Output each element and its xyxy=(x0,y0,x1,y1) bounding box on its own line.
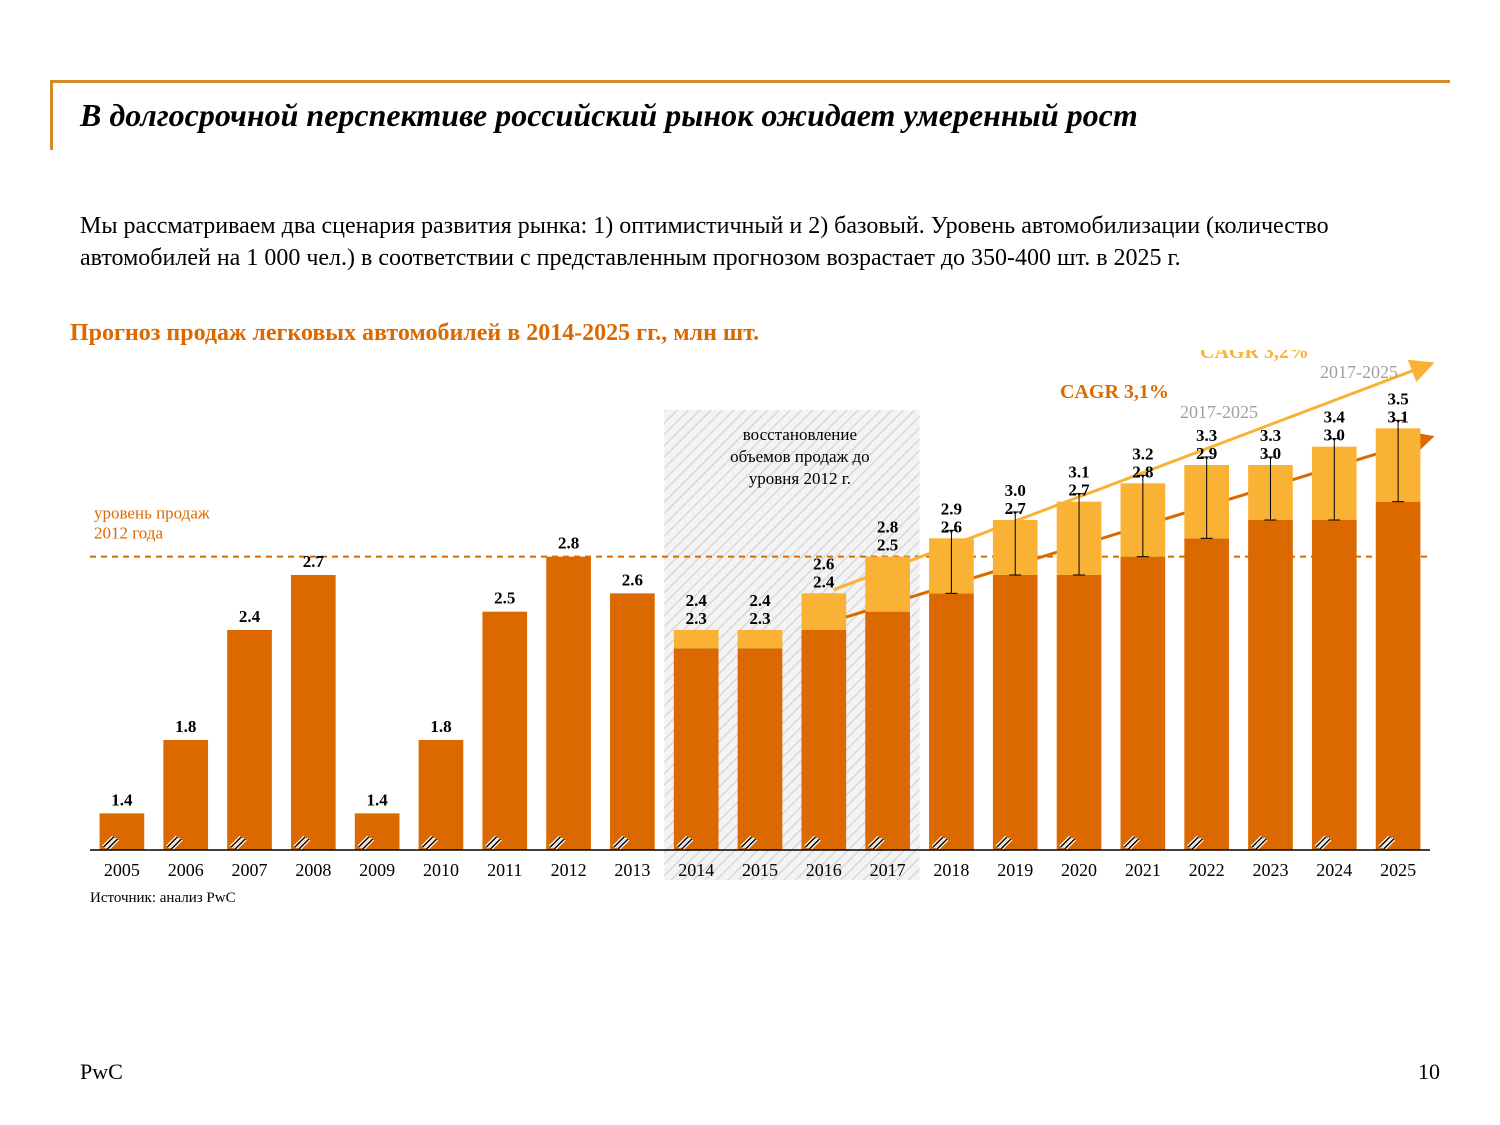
bar-label-upper: 2.9 xyxy=(941,499,962,518)
x-tick: 2006 xyxy=(168,860,204,880)
bar-base xyxy=(227,630,272,850)
bar-base xyxy=(1376,502,1421,850)
footer-page-number: 10 xyxy=(1418,1059,1440,1085)
x-tick: 2014 xyxy=(678,860,714,880)
bar-base xyxy=(929,593,974,850)
x-tick: 2024 xyxy=(1316,860,1352,880)
reference-line-label-2: 2012 года xyxy=(94,524,163,543)
x-tick: 2017 xyxy=(870,860,906,880)
bar-base xyxy=(610,593,655,850)
x-tick: 2025 xyxy=(1380,860,1416,880)
bar-base xyxy=(482,612,527,850)
bar-label-base: 2.4 xyxy=(813,572,835,591)
recovery-label: уровня 2012 г. xyxy=(749,469,851,488)
bar-base xyxy=(163,740,208,850)
recovery-label: объемов продаж до xyxy=(730,447,870,466)
bar-base xyxy=(1184,538,1229,850)
cagr-top-sub: 2017-2025 xyxy=(1320,362,1398,382)
x-tick: 2008 xyxy=(295,860,331,880)
x-tick: 2022 xyxy=(1189,860,1225,880)
bar-label: 1.8 xyxy=(430,717,451,736)
bar-label-base: 2.9 xyxy=(1196,444,1217,463)
x-tick: 2011 xyxy=(487,860,522,880)
x-tick: 2005 xyxy=(104,860,140,880)
bar-label: 2.4 xyxy=(239,607,261,626)
x-tick: 2007 xyxy=(232,860,268,880)
x-tick: 2012 xyxy=(551,860,587,880)
forecast-chart: уровень продаж2012 года CAGR 3,1% 2017-202… xyxy=(80,350,1440,920)
x-tick: 2015 xyxy=(742,860,778,880)
bar-base xyxy=(801,630,846,850)
bar-label-base: 2.3 xyxy=(686,609,707,628)
bar-label-upper: 2.8 xyxy=(877,518,898,537)
recovery-label: восстановление xyxy=(743,425,857,444)
bar-label-upper: 3.3 xyxy=(1196,426,1217,445)
x-tick: 2020 xyxy=(1061,860,1097,880)
source-label: Источник: анализ PwC xyxy=(90,890,236,906)
bar-label-upper: 2.4 xyxy=(686,591,708,610)
bar-label-upper: 3.2 xyxy=(1132,444,1153,463)
bar-label: 1.4 xyxy=(367,790,389,809)
bar-label: 2.7 xyxy=(303,552,325,571)
bar-label-base: 2.5 xyxy=(877,536,898,555)
cagr-bottom-sub: 2017-2025 xyxy=(1180,402,1258,422)
page-description: Мы рассматриваем два сценария развития р… xyxy=(80,210,1440,275)
x-tick: 2013 xyxy=(614,860,650,880)
bar-upper xyxy=(801,593,846,630)
bar-label-upper: 3.1 xyxy=(1068,463,1089,482)
bar-label-upper: 3.3 xyxy=(1260,426,1281,445)
bar-base xyxy=(1248,520,1293,850)
bar-base xyxy=(1057,575,1102,850)
bar-upper xyxy=(738,630,783,648)
bar-label-upper: 2.6 xyxy=(813,554,834,573)
bar-label-upper: 3.4 xyxy=(1324,408,1346,427)
bar-upper xyxy=(865,557,910,612)
header-rule-left xyxy=(50,80,53,150)
cagr-bottom-label: CAGR 3,1% xyxy=(1060,381,1169,403)
bar-label-base: 2.6 xyxy=(941,517,962,536)
bar-base xyxy=(865,612,910,850)
bar-label-upper: 3.5 xyxy=(1387,389,1408,408)
x-tick: 2010 xyxy=(423,860,459,880)
bar-base xyxy=(1312,520,1357,850)
bar-label-base: 3.0 xyxy=(1324,426,1345,445)
bar-label: 2.5 xyxy=(494,589,515,608)
x-tick: 2009 xyxy=(359,860,395,880)
header-rule-top xyxy=(50,80,1450,83)
x-tick: 2023 xyxy=(1252,860,1288,880)
chart-title: Прогноз продаж легковых автомобилей в 20… xyxy=(70,320,759,347)
page-title: В долгосрочной перспективе российский ры… xyxy=(80,95,1440,135)
bar-label: 2.8 xyxy=(558,534,579,553)
bar-label: 2.6 xyxy=(622,570,643,589)
bar-base xyxy=(546,557,591,850)
bar-label-base: 2.8 xyxy=(1132,462,1153,481)
x-tick: 2019 xyxy=(997,860,1033,880)
cagr-top-label: CAGR 3,2% xyxy=(1200,350,1309,363)
bar-base xyxy=(1121,557,1166,850)
bar-base xyxy=(419,740,464,850)
bar-label-upper: 3.0 xyxy=(1005,481,1026,500)
bar-label: 1.4 xyxy=(111,790,133,809)
bar-base xyxy=(993,575,1038,850)
bar-base xyxy=(738,648,783,850)
bar-label-base: 3.1 xyxy=(1387,407,1408,426)
bar-label-upper: 2.4 xyxy=(749,591,771,610)
x-tick: 2016 xyxy=(806,860,842,880)
bar-label-base: 2.7 xyxy=(1068,481,1090,500)
bar-label-base: 2.3 xyxy=(749,609,770,628)
bar-upper xyxy=(674,630,719,648)
bar-base xyxy=(291,575,336,850)
bar-label-base: 2.7 xyxy=(1005,499,1027,518)
bar-label: 1.8 xyxy=(175,717,196,736)
footer-brand: PwC xyxy=(80,1059,123,1085)
bar-base xyxy=(674,648,719,850)
reference-line-label: уровень продаж xyxy=(94,504,210,523)
x-tick: 2021 xyxy=(1125,860,1161,880)
bar-label-base: 3.0 xyxy=(1260,444,1281,463)
x-tick: 2018 xyxy=(933,860,969,880)
chart-svg: уровень продаж2012 года CAGR 3,1% 2017-202… xyxy=(80,350,1440,920)
